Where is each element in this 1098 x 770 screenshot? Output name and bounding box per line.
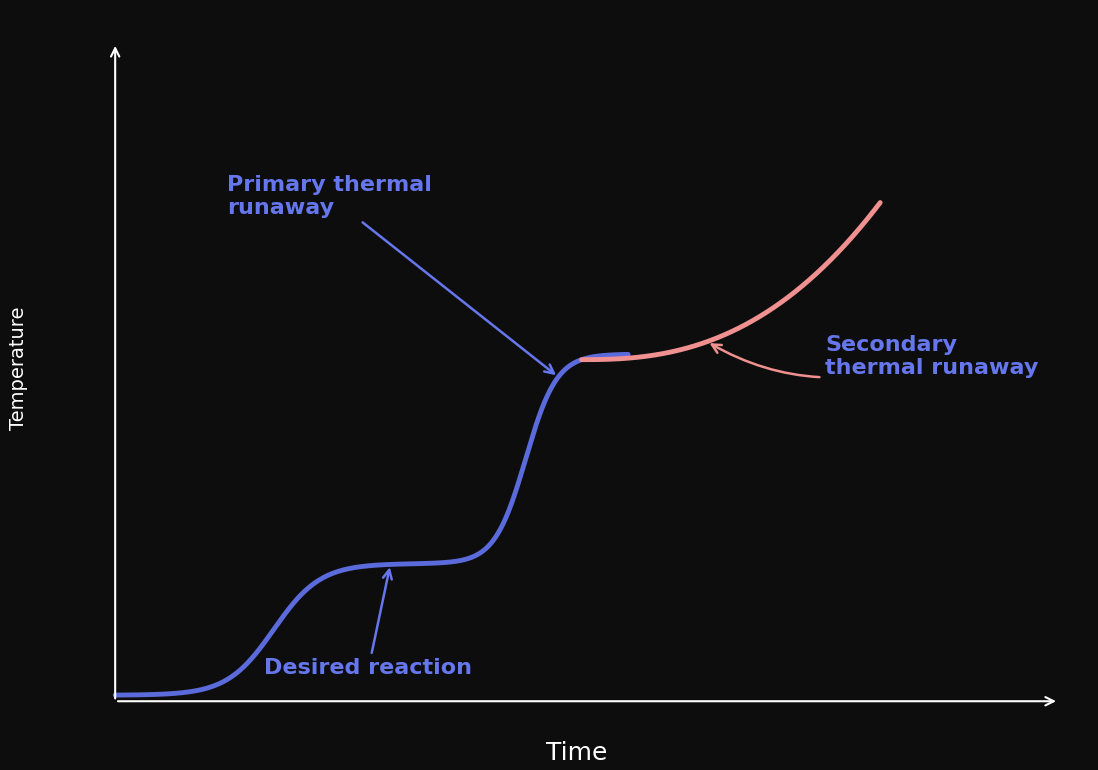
Text: Secondary
thermal runaway: Secondary thermal runaway — [712, 335, 1039, 378]
Text: Primary thermal
runaway: Primary thermal runaway — [227, 175, 553, 373]
Text: Time: Time — [546, 741, 607, 765]
Text: Desired reaction: Desired reaction — [265, 570, 472, 678]
Text: Temperature: Temperature — [9, 306, 29, 430]
